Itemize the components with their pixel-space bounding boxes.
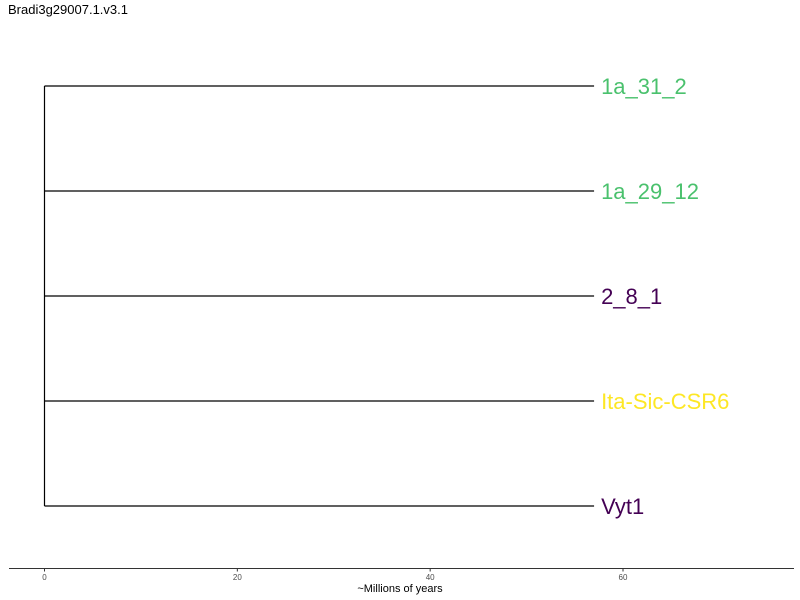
tree-branches xyxy=(43,85,595,507)
x-tick-label-60: 60 xyxy=(619,573,628,582)
tip-label-5: Vyt1 xyxy=(601,494,644,519)
x-tick-label-0: 0 xyxy=(42,573,47,582)
x-axis: 0 20 40 60 xyxy=(9,568,794,582)
tip-label-1: 1a_31_2 xyxy=(601,74,687,99)
x-tick-label-20: 20 xyxy=(233,573,242,582)
tip-label-4: Ita-Sic-CSR6 xyxy=(601,389,729,414)
page-title: Bradi3g29007.1.v3.1 xyxy=(8,2,128,17)
tip-label-2: 1a_29_12 xyxy=(601,179,699,204)
tip-label-3: 2_8_1 xyxy=(601,284,662,309)
x-tick-label-40: 40 xyxy=(426,573,435,582)
x-axis-title: ~Millions of years xyxy=(357,583,443,595)
tip-labels: 1a_31_2 1a_29_12 2_8_1 Ita-Sic-CSR6 Vyt1 xyxy=(601,74,729,519)
